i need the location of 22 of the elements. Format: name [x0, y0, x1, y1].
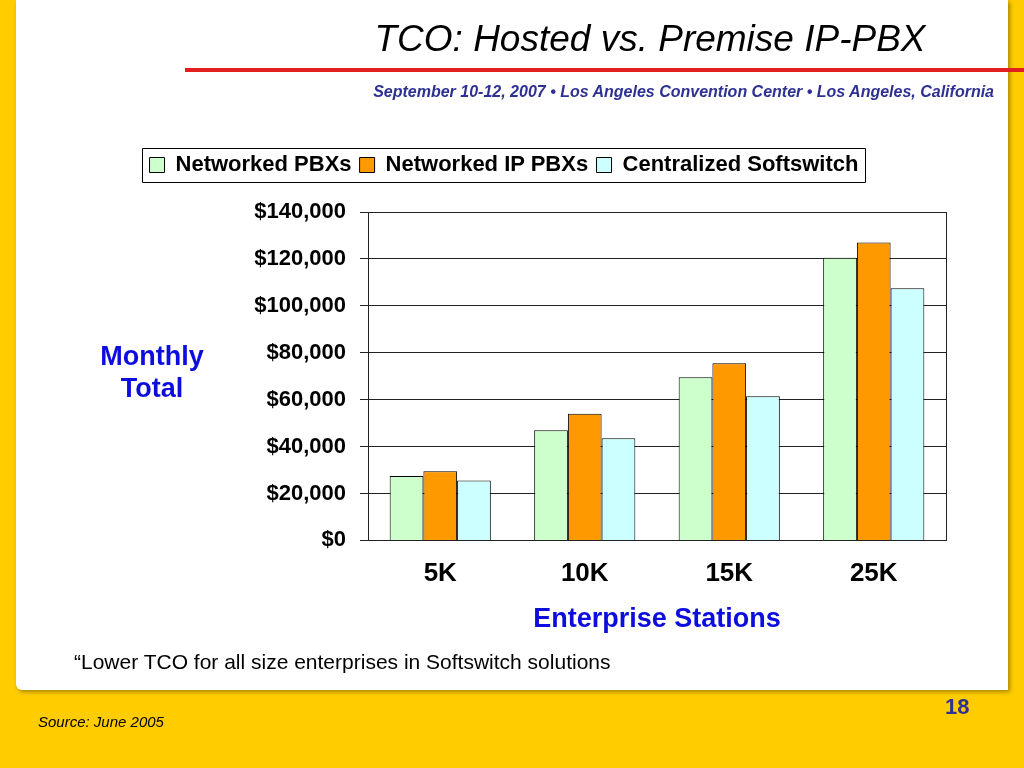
x-tick-label: 10K: [560, 557, 609, 588]
y-tick-label: $0: [321, 526, 346, 552]
y-tick-label: $40,000: [266, 432, 346, 458]
y-axis-title: Monthly Total: [99, 340, 205, 405]
y-tick-label: $80,000: [266, 338, 346, 364]
legend-label: Networked PBXs: [175, 151, 352, 177]
x-tick-label: 25K: [849, 557, 898, 588]
y-tick-label: $60,000: [266, 385, 346, 411]
text: 18: [945, 694, 970, 720]
legend-label: Networked IP PBXs: [385, 151, 589, 177]
text: “Lower TCO for all size enterprises in Softswitch solutions: [74, 650, 611, 674]
chart-title: TCO: Hosted vs. Premise IP-PBX: [373, 18, 928, 60]
y-tick-label: $120,000: [254, 244, 346, 270]
y-tick-label: $20,000: [266, 479, 346, 505]
source-note: Source: June 2005: [38, 713, 164, 730]
legend-label: Centralized Softswitch: [622, 151, 859, 177]
chart-subtitle: September 10-12, 2007 • Los Angeles Convention Center • Los Angeles, California: [373, 83, 994, 101]
x-tick-label: 15K: [705, 557, 754, 588]
y-tick-label: $100,000: [254, 291, 346, 317]
x-axis-title: Enterprise Stations: [533, 603, 781, 634]
x-tick-label: 5K: [423, 557, 458, 588]
y-tick-label: $140,000: [254, 198, 346, 224]
